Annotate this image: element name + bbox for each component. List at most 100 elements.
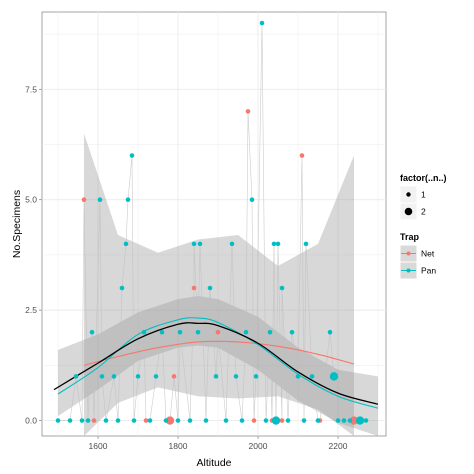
data-point-pan [335,418,341,423]
legend-trap-title: Trap [400,232,420,242]
data-point-pan [259,20,265,26]
data-point-pan [301,418,307,423]
data-point-net [349,416,359,425]
data-point-pan [119,285,125,291]
data-point-pan [89,329,95,335]
data-point-pan [187,418,193,423]
data-point-pan [159,329,165,335]
data-point-pan [253,374,259,379]
confidence-band-net [84,133,354,437]
data-point-pan [153,374,159,379]
x-tick-label: 2000 [249,441,268,451]
data-point-pan [55,418,61,423]
data-point-pan [213,374,219,379]
data-point-pan [175,418,181,423]
data-point-net [245,109,251,114]
data-point-pan [327,329,333,335]
data-point-net [251,418,257,423]
data-point-pan [163,418,169,423]
data-point-pan [115,418,121,423]
y-axis-title: No.Specimens [11,190,23,258]
data-point-pan [275,241,281,247]
confidence-band-pan [58,295,378,436]
y-tick-label: 7.5 [25,84,37,94]
data-point-pan [229,241,235,247]
data-point-pan [203,418,209,423]
data-point-pan [285,418,291,423]
legend-size-label-2: 2 [421,207,426,217]
legend-size-label-1: 1 [421,190,426,200]
data-point-pan [309,374,315,379]
data-point-pan [131,418,137,423]
data-point-net [81,197,87,203]
data-point-net [171,374,177,379]
x-axis-title: Altitude [196,457,231,469]
data-point-pan [223,418,229,423]
data-point-pan [249,197,255,203]
grid-minor [42,12,386,436]
data-point-pan [197,241,203,247]
data-point-pan [85,418,91,423]
y-tick-label: 0.0 [25,416,37,426]
data-point-pan [347,418,353,423]
data-point-net [215,329,221,335]
x-tick-label: 2200 [329,441,348,451]
x-tick-label: 1600 [89,441,108,451]
smooth-line-net [83,340,355,366]
data-point-pan [111,374,117,379]
smooth-line-overall [53,322,379,405]
legend-net-label: Net [421,249,435,259]
data-point-pan [267,329,273,335]
data-point-pan [103,418,109,423]
data-point-pan [123,241,129,247]
data-point-pan [141,329,147,335]
data-point-pan [135,374,141,379]
data-point-pan [147,418,153,423]
legend-pan-label: Pan [421,266,436,276]
data-point-pan [289,329,295,335]
data-point-pan [191,241,197,247]
data-point-pan [177,329,183,335]
data-points [55,20,369,425]
data-point-net [165,416,175,425]
data-point-pan [329,372,339,381]
grid-major [42,12,386,436]
legend-size-dot-1 [406,192,411,197]
data-point-pan [207,285,213,291]
data-point-pan [79,418,85,423]
y-tick-label: 2.5 [25,305,37,315]
data-point-pan [271,416,281,425]
y-axis: 0.0 2.5 5.0 7.5 [25,84,42,426]
data-point-pan [233,374,239,379]
data-point-pan [67,418,73,423]
data-point-pan [125,197,131,203]
x-axis: 1600 1800 2000 2200 [89,436,348,451]
data-point-net [143,418,149,423]
data-point-pan [97,197,103,203]
data-point-pan [279,285,285,291]
data-point-pan [363,418,369,423]
y-tick-label: 5.0 [25,195,37,205]
legend-trap: Trap Net Pan [399,232,436,280]
data-point-net [91,418,97,423]
data-point-pan [195,329,201,335]
data-point-pan [295,374,301,379]
confidence-bands [58,133,378,437]
data-point-pan [239,418,245,423]
smooth-curves [53,317,379,409]
x-tick-label: 1800 [169,441,188,451]
data-point-pan [303,241,309,247]
data-point-pan [355,416,365,425]
data-point-pan [73,374,79,379]
legend-net-dot [406,251,411,256]
data-point-pan [99,374,105,379]
legend-size: factor(..n..) 1 2 [399,173,447,221]
data-point-pan [271,241,277,247]
legend-size-dot-2 [404,207,413,216]
data-point-pan [243,329,249,335]
data-point-net [299,153,305,158]
legend-pan-dot [406,268,411,273]
data-point-pan [341,418,347,423]
data-point-net [191,285,197,291]
